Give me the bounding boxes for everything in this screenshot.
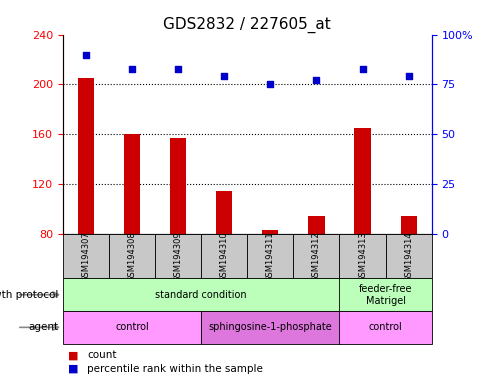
Text: GSM194308: GSM194308 [127,231,136,282]
Bar [63,234,109,278]
Text: growth protocol: growth protocol [0,290,58,300]
Text: count: count [87,350,117,360]
Point [220,73,227,79]
Text: GSM194312: GSM194312 [311,231,320,281]
Text: feeder-free
Matrigel: feeder-free Matrigel [358,284,411,306]
Point [174,65,182,71]
Text: GSM194314: GSM194314 [403,231,412,281]
Bar [63,311,201,344]
Text: GSM194313: GSM194313 [357,231,366,282]
Bar [216,190,232,234]
Bar [109,234,155,278]
Text: GSM194310: GSM194310 [219,231,228,281]
Bar [293,234,339,278]
Text: percentile rank within the sample: percentile rank within the sample [87,364,263,374]
Text: control: control [115,322,149,333]
Bar [339,278,431,311]
Point [82,51,90,58]
Text: GSM194309: GSM194309 [173,231,182,281]
Bar [124,134,140,234]
Bar [339,311,431,344]
Text: ■: ■ [68,364,78,374]
Text: ■: ■ [68,350,78,360]
Point [358,65,365,71]
Point [404,73,411,79]
Bar [354,128,370,234]
Point [312,78,319,84]
Title: GDS2832 / 227605_at: GDS2832 / 227605_at [163,17,331,33]
Bar [247,234,293,278]
Bar [201,234,247,278]
Bar [339,234,385,278]
Bar [78,78,94,234]
Text: agent: agent [28,322,58,333]
Point [266,81,273,88]
Bar [63,278,339,311]
Text: GSM194307: GSM194307 [81,231,91,282]
Text: standard condition: standard condition [155,290,246,300]
Bar [262,230,278,234]
Bar [170,138,186,234]
Text: GSM194311: GSM194311 [265,231,274,281]
Text: sphingosine-1-phosphate: sphingosine-1-phosphate [208,322,332,333]
Bar [308,215,324,234]
Text: control: control [368,322,402,333]
Bar [155,234,201,278]
Point [128,65,136,71]
Bar [201,311,339,344]
Bar [385,234,431,278]
Bar [400,215,416,234]
